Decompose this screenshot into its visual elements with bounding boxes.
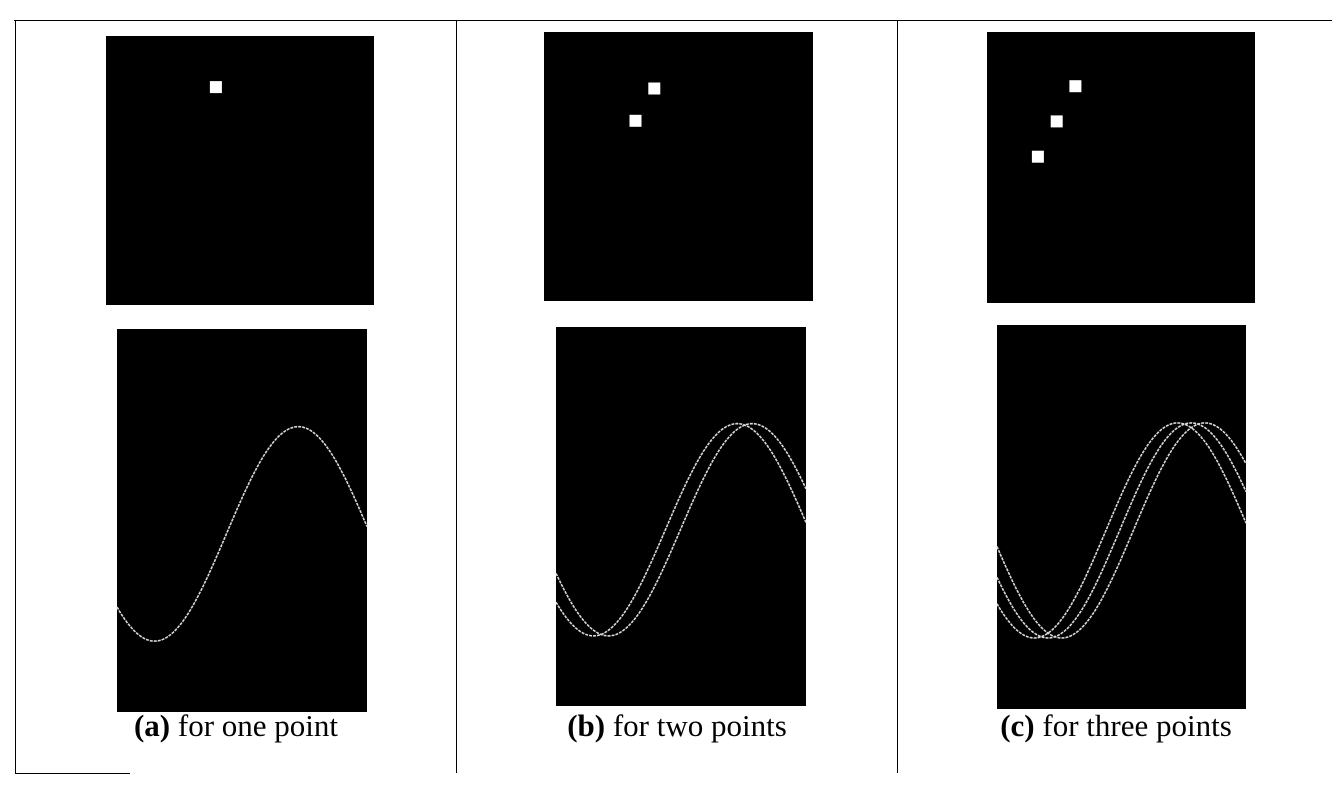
caption-label: (a) bbox=[133, 708, 171, 743]
hough-curve bbox=[555, 422, 807, 637]
image-point bbox=[629, 114, 642, 127]
hough-space-panel bbox=[997, 325, 1246, 709]
panel-b bbox=[544, 32, 813, 706]
panel-a bbox=[106, 36, 374, 712]
hough-space-panel bbox=[556, 327, 806, 706]
hough-curve bbox=[996, 422, 1247, 639]
hough-curves bbox=[555, 422, 807, 637]
caption-a: (a) for one point bbox=[16, 706, 456, 746]
hough-space-panel bbox=[117, 329, 367, 712]
image-point bbox=[1050, 115, 1063, 128]
image-point bbox=[1031, 150, 1044, 163]
caption-label: (c) bbox=[1000, 708, 1035, 743]
caption-text: for three points bbox=[1042, 708, 1232, 743]
image-space-panel bbox=[544, 32, 813, 301]
hough-curves bbox=[116, 425, 368, 642]
caption-text: for one point bbox=[177, 708, 339, 743]
caption-text: for two points bbox=[612, 708, 787, 743]
hough-curves bbox=[996, 422, 1247, 639]
image-points bbox=[629, 82, 661, 127]
image-points bbox=[209, 81, 222, 94]
hough-curve bbox=[996, 422, 1247, 639]
image-space-panel bbox=[106, 36, 374, 305]
caption-c: (c) for three points bbox=[898, 706, 1334, 746]
panel-c bbox=[987, 32, 1255, 709]
image-point bbox=[209, 81, 222, 94]
image-points bbox=[1031, 80, 1082, 163]
hough-curve bbox=[116, 425, 368, 642]
hough-curve bbox=[996, 422, 1247, 639]
caption-label: (b) bbox=[567, 708, 606, 743]
image-point bbox=[648, 82, 661, 95]
hough-curve bbox=[555, 422, 807, 637]
image-space-panel bbox=[987, 32, 1255, 303]
caption-b: (b) for two points bbox=[457, 706, 897, 746]
image-point bbox=[1069, 80, 1082, 93]
